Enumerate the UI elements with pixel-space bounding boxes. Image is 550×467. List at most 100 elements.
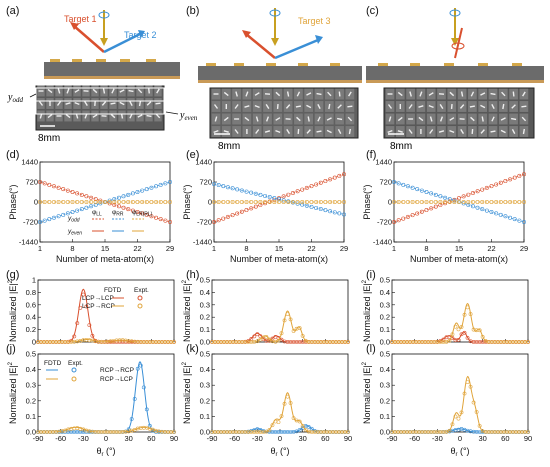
phase-point bbox=[337, 211, 342, 216]
phase-point bbox=[140, 188, 145, 193]
meta-atom bbox=[387, 129, 393, 134]
meta-atom bbox=[459, 104, 465, 109]
expt-point bbox=[480, 334, 485, 339]
expt-point bbox=[462, 330, 467, 335]
y-axis-label: Phase(°) bbox=[8, 184, 18, 219]
meta-atom bbox=[74, 101, 80, 106]
phase-point bbox=[401, 200, 406, 205]
expt-point bbox=[477, 328, 482, 333]
meta-atom bbox=[306, 92, 312, 96]
y-tick-label: 0.4 bbox=[380, 365, 390, 374]
phase-point bbox=[144, 200, 149, 205]
phase-point bbox=[249, 206, 254, 211]
phase-point bbox=[126, 192, 131, 197]
expt-point bbox=[468, 312, 473, 316]
x-tick-label: 30 bbox=[298, 434, 306, 443]
expt-point bbox=[346, 340, 350, 344]
meta-atom bbox=[418, 116, 424, 122]
expt-point bbox=[456, 416, 461, 421]
panel-label-l: (l) bbox=[366, 343, 376, 355]
phase-point bbox=[470, 190, 475, 195]
phase-point bbox=[304, 200, 309, 205]
phase-point bbox=[75, 191, 80, 196]
phase-point bbox=[56, 214, 61, 219]
meta-atom bbox=[155, 102, 161, 105]
y-tick-label: 0.5 bbox=[200, 276, 210, 285]
phase-point bbox=[433, 200, 438, 205]
phase-point bbox=[70, 200, 75, 205]
meta-atom bbox=[449, 91, 455, 97]
phase-point bbox=[419, 209, 424, 214]
meta-atom bbox=[388, 116, 392, 122]
target2-arrow bbox=[103, 32, 141, 54]
x-tick-label: 8 bbox=[424, 244, 428, 253]
expt-point bbox=[75, 321, 80, 326]
phase-point bbox=[401, 216, 406, 221]
meta-atom bbox=[128, 89, 134, 93]
x-tick-label: 60 bbox=[501, 434, 509, 443]
legend-g-row1: LCP→LCP bbox=[82, 295, 114, 302]
phase-point bbox=[253, 204, 258, 209]
phase-point bbox=[121, 205, 126, 210]
substrate-base-a bbox=[44, 76, 180, 79]
phase-point bbox=[75, 208, 80, 213]
phase-point bbox=[216, 183, 221, 188]
meta-atom bbox=[328, 103, 331, 110]
phase-point bbox=[51, 200, 56, 205]
phase-point bbox=[309, 184, 314, 189]
meta-atom bbox=[511, 104, 516, 109]
phase-point bbox=[498, 200, 503, 205]
y-tick-label: 0.5 bbox=[200, 350, 210, 359]
phase-point bbox=[225, 200, 230, 205]
x-tick-label: 29 bbox=[340, 244, 348, 253]
meta-atom bbox=[84, 101, 88, 106]
x-tick-label: 30 bbox=[478, 434, 486, 443]
phase-point bbox=[332, 200, 337, 205]
x-tick-label: -90 bbox=[387, 434, 398, 443]
phase-point bbox=[126, 207, 131, 212]
phase-point bbox=[309, 200, 314, 205]
meta-atom bbox=[119, 101, 125, 106]
phase-point bbox=[168, 220, 173, 225]
meta-atom bbox=[429, 129, 434, 134]
target2-label: Target 2 bbox=[124, 30, 157, 40]
meta-atom bbox=[522, 128, 526, 135]
expt-point bbox=[303, 427, 308, 432]
schematic-b: Target 3 8mm bbox=[198, 8, 362, 152]
phase-point bbox=[318, 200, 323, 205]
meta-atom bbox=[148, 88, 150, 94]
phase-point bbox=[61, 187, 66, 192]
phase-point bbox=[239, 188, 244, 193]
phase-point bbox=[235, 211, 240, 216]
y-tick-label: 0.1 bbox=[200, 412, 210, 421]
x-axis-label: Number of meta-atom(x) bbox=[230, 254, 328, 264]
y-tick-label: 0.0 bbox=[380, 428, 390, 437]
expt-point bbox=[132, 427, 137, 432]
meta-atom bbox=[57, 88, 61, 94]
expt-point bbox=[264, 429, 269, 434]
meta-atom bbox=[480, 104, 486, 109]
legend-phi-ll: φLL bbox=[92, 209, 102, 218]
target1-arrow bbox=[73, 25, 105, 53]
x-tick-label: 29 bbox=[166, 244, 174, 253]
phase-point bbox=[75, 200, 80, 205]
x-tick-label: 90 bbox=[170, 434, 178, 443]
phase-point bbox=[466, 202, 471, 207]
expt-point bbox=[465, 336, 470, 340]
phase-point bbox=[328, 209, 333, 214]
y-tick-label: 0.2 bbox=[26, 396, 36, 405]
phase-point bbox=[93, 202, 98, 207]
meta-atom bbox=[234, 129, 239, 134]
meta-atom bbox=[500, 129, 506, 134]
phase-point bbox=[475, 200, 480, 205]
meta-atom bbox=[146, 114, 152, 118]
phase-point bbox=[521, 200, 526, 205]
phase-point bbox=[405, 184, 410, 189]
expt-point bbox=[129, 417, 134, 421]
y-tick-label: 0 bbox=[32, 338, 36, 347]
phase-point bbox=[235, 200, 240, 205]
phase-point bbox=[263, 201, 268, 206]
expt-point bbox=[459, 332, 464, 337]
meta-atom bbox=[146, 101, 152, 106]
